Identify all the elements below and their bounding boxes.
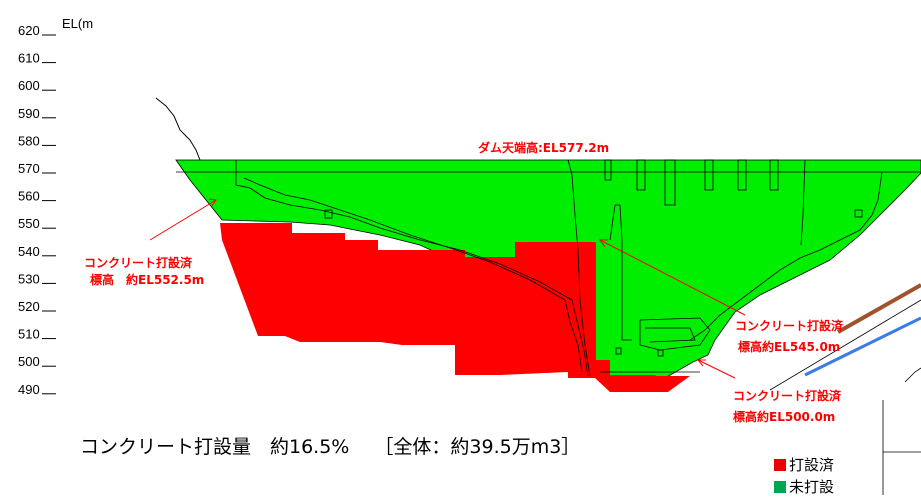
elevation-tick-label: 580 xyxy=(18,133,40,148)
elevation-tick-label: 540 xyxy=(18,244,40,259)
right-upper-label-line2: 標高約EL545.0m xyxy=(738,339,840,354)
right-upper-label-line1: コンクリート打設済 xyxy=(735,318,844,333)
placement-summary: コンクリート打設量 約16.5% ［全体：約39.5万m3］ xyxy=(80,436,581,458)
elevation-tick-label: 570 xyxy=(18,161,40,176)
blue-section-line xyxy=(804,316,921,377)
crest-elevation-label: ダム天端高:EL577.2m xyxy=(478,140,609,155)
legend-unplaced-label: 未打設 xyxy=(789,478,835,496)
legend-placed: 打設済 xyxy=(774,454,834,475)
elevation-tick-label: 530 xyxy=(18,271,40,286)
elevation-tick-label: 600 xyxy=(18,78,40,93)
axis-unit-label: EL(m xyxy=(62,16,93,31)
annotation-arrows xyxy=(149,198,746,379)
left-placed-label-line1: コンクリート打設済 xyxy=(84,255,193,270)
elevation-tick-label: 500 xyxy=(18,354,40,369)
legend-unplaced: 未打設 xyxy=(774,476,834,497)
elevation-tick-label: 520 xyxy=(18,299,40,314)
elevation-axis: EL(m 620 610 600 590 580 570 560 550 540 530 520 51… xyxy=(18,16,93,397)
legend-placed-swatch xyxy=(774,459,786,471)
right-lower-label-line1: コンクリート打設済 xyxy=(733,388,842,403)
right-lower-label-line2: 標高約EL500.0m xyxy=(733,409,835,424)
dam-interior-lines xyxy=(176,159,921,377)
unplaced-gallery-column xyxy=(596,242,608,360)
legend-placed-label: 打設済 xyxy=(789,456,835,474)
elevation-tick-label: 490 xyxy=(18,382,40,397)
elevation-tick-label: 610 xyxy=(18,51,40,66)
elevation-tick-label: 560 xyxy=(18,189,40,204)
elevation-tick-label: 550 xyxy=(18,216,40,231)
placed-concrete-left xyxy=(220,223,690,392)
legend-unplaced-swatch xyxy=(774,481,786,493)
terrain-line-left xyxy=(155,97,201,161)
elevation-tick-label: 510 xyxy=(18,327,40,342)
left-placed-label-line2: 標高 約EL552.5m xyxy=(90,272,204,287)
elevation-tick-label: 620 xyxy=(18,23,40,38)
terrain-line-lower xyxy=(904,367,921,383)
elevation-tick-label: 590 xyxy=(18,106,40,121)
brown-section-line xyxy=(837,283,921,334)
terrain-line-right xyxy=(769,299,921,391)
